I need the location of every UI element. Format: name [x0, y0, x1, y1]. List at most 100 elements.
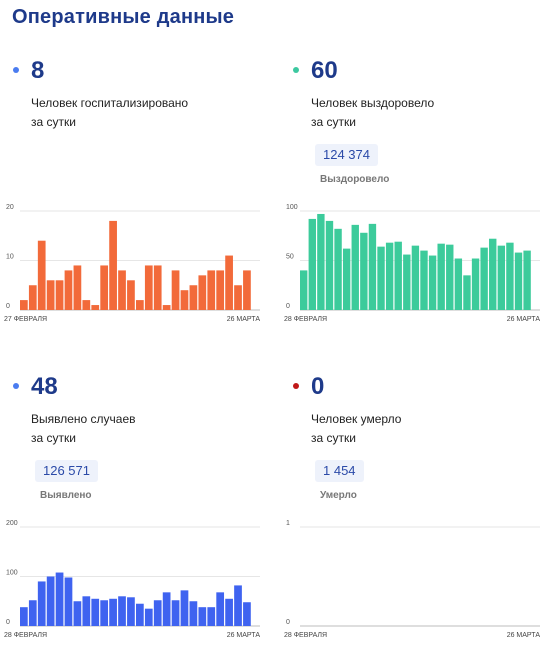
bar: [64, 577, 73, 626]
daily-value: 8: [31, 57, 45, 84]
daily-caption: Человек выздоровело за сутки: [311, 96, 435, 129]
total-count-label: Выздоровело: [320, 174, 390, 185]
bar: [243, 602, 251, 626]
bar: [243, 270, 251, 310]
y-tick-label: 1: [286, 520, 290, 527]
bar: [28, 600, 37, 626]
status-dot: [13, 67, 19, 73]
bar: [377, 246, 385, 310]
hospitalized-chart: 0 10 20 27 ФЕВРАЛЯ 26 МАРТА: [0, 200, 262, 328]
y-tick-label: 200: [6, 520, 18, 527]
bar: [91, 305, 100, 310]
bar-chart-svg: 0 50 100 28 ФЕВРАЛЯ 26 МАРТА: [284, 204, 541, 323]
bar: [82, 596, 91, 626]
bar: [225, 255, 233, 310]
x-end-label: 26 МАРТА: [227, 632, 261, 639]
daily-value: 0: [311, 373, 325, 400]
bar: [198, 607, 207, 626]
y-tick-label: 0: [286, 303, 290, 310]
bar: [342, 248, 351, 310]
daily-caption: Человек госпитализировано за сутки: [31, 96, 189, 129]
bar: [471, 258, 480, 310]
bar: [351, 224, 359, 310]
bar: [82, 300, 91, 310]
bar: [144, 265, 153, 310]
bar: [127, 280, 135, 310]
x-start-label: 28 ФЕВРАЛЯ: [284, 316, 327, 323]
bar: [189, 285, 198, 310]
detected-chart: 0 100 200 28 ФЕВРАЛЯ 26 МАРТА: [0, 516, 262, 644]
bar: [162, 592, 171, 626]
daily-caption: Человек умерло за сутки: [311, 412, 402, 445]
y-tick-label: 50: [286, 254, 294, 261]
bar: [180, 290, 189, 310]
bar: [189, 601, 198, 626]
x-start-label: 27 ФЕВРАЛЯ: [4, 316, 47, 323]
status-dot: [13, 383, 19, 389]
total-count-label: Выявлено: [40, 490, 92, 501]
bar: [368, 223, 377, 310]
recovered-chart: 0 50 100 28 ФЕВРАЛЯ 26 МАРТА: [280, 200, 542, 328]
bar: [403, 254, 411, 310]
bar: [100, 600, 109, 626]
bar: [385, 242, 394, 310]
bar: [225, 598, 233, 626]
x-end-label: 26 МАРТА: [507, 632, 541, 639]
bar: [420, 250, 428, 310]
bar: [234, 285, 242, 310]
bar-chart-svg: 0 10 20 27 ФЕВРАЛЯ 26 МАРТА: [4, 204, 261, 323]
bar-chart-svg: 0 100 200 28 ФЕВРАЛЯ 26 МАРТА: [4, 520, 261, 639]
bar: [428, 255, 437, 310]
bar: [144, 608, 153, 626]
bar: [411, 245, 420, 310]
bar: [153, 600, 162, 626]
bar: [207, 270, 216, 310]
bar: [118, 270, 126, 310]
bar: [489, 238, 497, 310]
bar: [20, 607, 28, 626]
bar: [234, 585, 242, 626]
bar: [73, 601, 82, 626]
bar: [446, 244, 454, 310]
page-title: Оперативные данные: [12, 6, 235, 28]
bar: [523, 250, 531, 310]
y-tick-label: 20: [6, 204, 14, 211]
deaths-panel: 0 Человек умерло за сутки 1 454 Умерло: [280, 366, 530, 650]
detected-panel: 48 Выявлено случаев за сутки 126 571 Выя…: [0, 366, 250, 650]
daily-caption: Выявлено случаев за сутки: [31, 412, 136, 445]
y-tick-label: 0: [286, 619, 290, 626]
bar: [216, 270, 225, 310]
bar: [300, 270, 308, 310]
total-count-badge: 126 571: [35, 460, 98, 482]
bar: [514, 252, 523, 310]
bar: [46, 280, 55, 310]
y-tick-label: 100: [286, 204, 298, 211]
y-tick-label: 10: [6, 254, 14, 261]
total-count-badge: 1 454: [315, 460, 364, 482]
x-end-label: 26 МАРТА: [507, 316, 541, 323]
bar: [162, 305, 171, 310]
x-start-label: 28 ФЕВРАЛЯ: [4, 632, 47, 639]
bar: [64, 270, 73, 310]
bar: [109, 598, 117, 626]
bar: [91, 598, 100, 626]
bar: [127, 597, 135, 626]
x-end-label: 26 МАРТА: [227, 316, 261, 323]
status-dot: [293, 383, 299, 389]
hospitalized-panel: 8 Человек госпитализировано за сутки: [0, 50, 250, 340]
bar: [136, 300, 144, 310]
bar: [437, 243, 445, 310]
bar: [317, 213, 325, 310]
y-tick-label: 100: [6, 570, 18, 577]
total-count-label: Умерло: [320, 490, 357, 501]
bar: [480, 247, 488, 310]
bar: [73, 265, 82, 310]
bar: [216, 592, 225, 626]
bar: [37, 581, 46, 626]
deaths-chart: 0 1 28 ФЕВРАЛЯ 26 МАРТА: [280, 516, 542, 644]
bar: [153, 265, 162, 310]
bar: [334, 228, 342, 310]
daily-value: 48: [31, 373, 58, 400]
bar: [118, 596, 126, 626]
bar: [171, 270, 180, 310]
